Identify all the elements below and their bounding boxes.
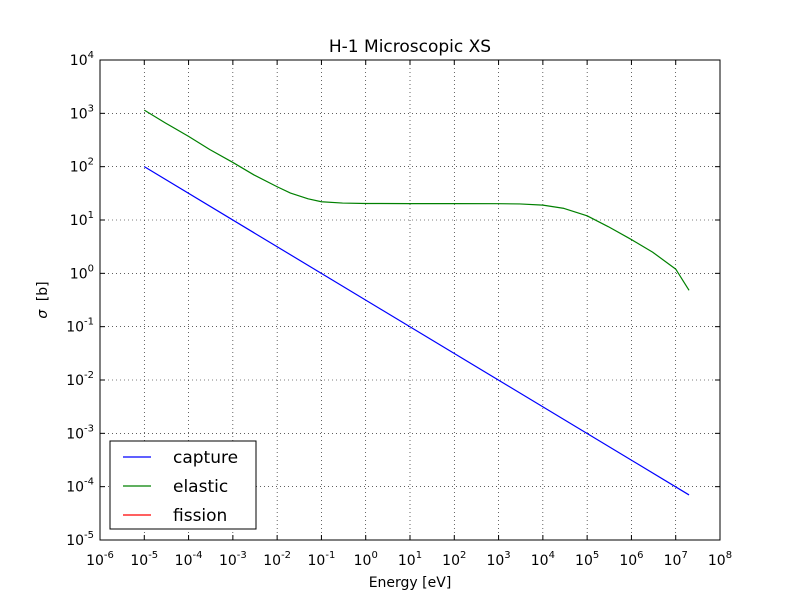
tick-exponent: -2	[281, 550, 291, 561]
y-tick-label: 103	[70, 103, 94, 122]
tick-exponent: -3	[237, 550, 247, 561]
x-tick-label: 101	[398, 550, 422, 569]
tick-exponent: 0	[371, 550, 377, 561]
tick-exponent: 0	[88, 263, 94, 274]
tick-exponent: -5	[84, 530, 94, 541]
tick-marks	[99, 59, 721, 541]
x-tick-label: 103	[486, 550, 510, 569]
tick-exponent: -3	[84, 423, 94, 434]
series-layer	[143, 109, 690, 496]
x-tick-label: 10-6	[86, 550, 114, 569]
tick-exponent: 7	[681, 550, 687, 561]
tick-base: 10	[70, 213, 88, 229]
legend-label-fission: fission	[173, 506, 227, 526]
tick-base: 10	[70, 53, 88, 69]
x-tick-label: 100	[354, 550, 378, 569]
y-axis-title: σ [b]	[35, 281, 51, 318]
tick-base: 10	[575, 553, 593, 569]
tick-exponent: 8	[726, 550, 732, 561]
tick-exponent: -4	[192, 550, 202, 561]
y-axis-unit: [b]	[35, 281, 51, 301]
y-tick-label: 104	[70, 50, 94, 69]
y-tick-label: 10-2	[66, 370, 94, 389]
x-tick-label: 10-3	[219, 550, 247, 569]
tick-exponent: 3	[88, 103, 94, 114]
tick-base: 10	[354, 553, 372, 569]
tick-exponent: -1	[325, 550, 335, 561]
x-tick-label: 10-5	[130, 550, 158, 569]
tick-base: 10	[708, 553, 726, 569]
x-tick-label: 107	[664, 550, 688, 569]
tick-base: 10	[86, 553, 104, 569]
tick-base: 10	[66, 480, 84, 496]
legend: capture elastic fission	[109, 440, 257, 530]
tick-base: 10	[175, 553, 193, 569]
y-tick-label: 10-4	[66, 477, 94, 496]
x-tick-label: 106	[619, 550, 643, 569]
tick-exponent: -2	[84, 370, 94, 381]
tick-exponent: 3	[504, 550, 510, 561]
tick-base: 10	[619, 553, 637, 569]
tick-exponent: -4	[84, 477, 94, 488]
tick-base: 10	[66, 426, 84, 442]
tick-base: 10	[442, 553, 460, 569]
grid-lines	[100, 60, 720, 540]
y-tick-label: 10-5	[66, 530, 94, 549]
tick-exponent: 1	[416, 550, 422, 561]
x-tick-label: 10-4	[175, 550, 203, 569]
x-tick-label: 105	[575, 550, 599, 569]
tick-base: 10	[70, 106, 88, 122]
tick-base: 10	[66, 533, 84, 549]
tick-exponent: 4	[88, 50, 94, 61]
chart-title: H-1 Microscopic XS	[329, 37, 491, 57]
tick-base: 10	[398, 553, 416, 569]
tick-exponent: 5	[593, 550, 599, 561]
y-tick-label: 10-1	[66, 317, 94, 336]
y-tick-label: 100	[70, 263, 94, 282]
legend-box	[109, 440, 257, 530]
tick-exponent: -1	[84, 317, 94, 328]
tick-base: 10	[664, 553, 682, 569]
tick-base: 10	[263, 553, 281, 569]
y-tick-label: 10-3	[66, 423, 94, 442]
x-tick-label: 108	[708, 550, 732, 569]
tick-base: 10	[486, 553, 504, 569]
tick-exponent: 2	[88, 157, 94, 168]
y-tick-label: 102	[70, 157, 94, 176]
series-line-elastic	[143, 109, 690, 291]
x-axis-title: Energy [eV]	[369, 575, 452, 591]
tick-exponent: 1	[88, 210, 94, 221]
tick-exponent: 2	[460, 550, 466, 561]
x-tick-label: 102	[442, 550, 466, 569]
tick-base: 10	[66, 320, 84, 336]
tick-base: 10	[66, 373, 84, 389]
x-tick-labels: 10-6 10-5 10-4 10-3 10-2 10-1 100 101 102 103 104 1…	[86, 550, 732, 569]
y-tick-label: 101	[70, 210, 94, 229]
tick-exponent: 4	[549, 550, 555, 561]
legend-label-capture: capture	[173, 448, 238, 468]
tick-base: 10	[531, 553, 549, 569]
tick-base: 10	[70, 266, 88, 282]
tick-base: 10	[130, 553, 148, 569]
x-tick-label: 104	[531, 550, 555, 569]
tick-base: 10	[70, 160, 88, 176]
y-axis-symbol: σ	[35, 309, 51, 319]
tick-base: 10	[219, 553, 237, 569]
legend-label-elastic: elastic	[173, 477, 228, 497]
x-tick-label: 10-1	[308, 550, 336, 569]
tick-exponent: 6	[637, 550, 643, 561]
tick-exponent: -6	[104, 550, 114, 561]
tick-base: 10	[308, 553, 326, 569]
series-line-capture	[143, 166, 690, 496]
tick-exponent: -5	[148, 550, 158, 561]
x-tick-label: 10-2	[263, 550, 291, 569]
